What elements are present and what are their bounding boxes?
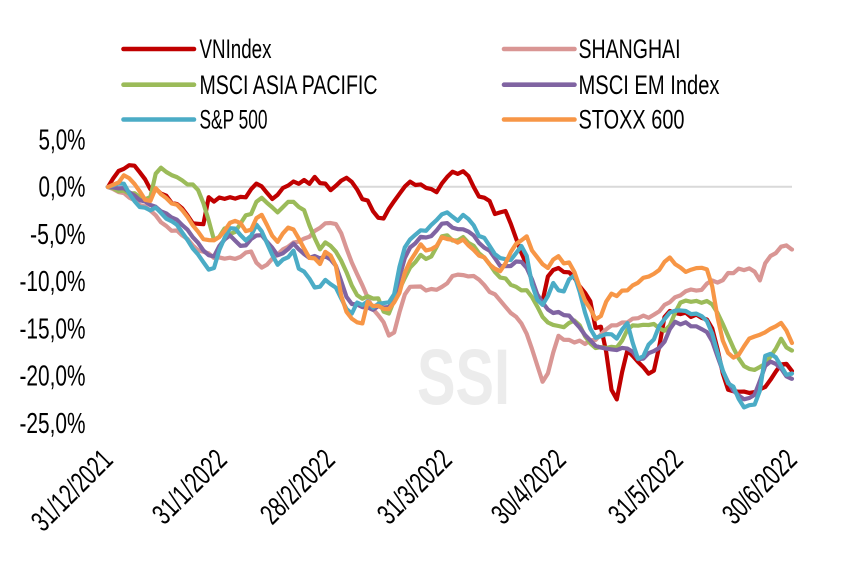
svg-text:-25,0%: -25,0%: [20, 408, 86, 440]
svg-text:5,0%: 5,0%: [39, 125, 86, 157]
svg-text:STOXX 600: STOXX 600: [579, 105, 685, 135]
svg-text:0,0%: 0,0%: [39, 172, 86, 204]
svg-text:-10,0%: -10,0%: [20, 266, 86, 298]
svg-text:MSCI ASIA PACIFIC: MSCI ASIA PACIFIC: [200, 70, 378, 100]
svg-text:-5,0%: -5,0%: [30, 219, 86, 251]
svg-text:SSI: SSI: [417, 332, 510, 421]
svg-text:VNIndex: VNIndex: [200, 34, 272, 64]
svg-text:S&P 500: S&P 500: [200, 105, 268, 135]
svg-text:SHANGHAI: SHANGHAI: [579, 34, 681, 64]
svg-text:-20,0%: -20,0%: [20, 361, 86, 393]
svg-text:MSCI EM Index: MSCI EM Index: [579, 70, 720, 100]
svg-text:-15,0%: -15,0%: [20, 313, 86, 345]
